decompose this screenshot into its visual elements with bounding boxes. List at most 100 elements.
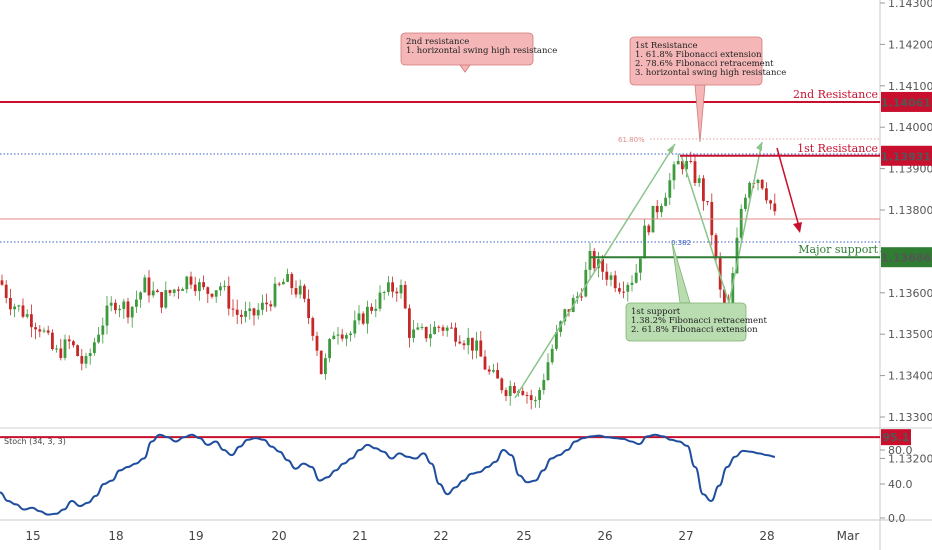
time-axis: 15 18 19 20 21 22 25 26 27 28 Mar (25, 529, 859, 543)
candle-body (500, 378, 504, 391)
candle-body (685, 160, 688, 170)
candle-body (731, 273, 735, 305)
candle-body (706, 201, 709, 203)
candle-body (689, 160, 693, 162)
candle-body (639, 258, 642, 273)
candle-body (269, 304, 273, 307)
level-value-label: 1.13931 (881, 150, 931, 163)
candle-body (660, 205, 663, 213)
candle-body (765, 188, 768, 201)
candle-body (756, 179, 760, 184)
candle-body (395, 291, 399, 294)
candle-body (34, 327, 37, 330)
candle-body (290, 273, 294, 289)
candle-body (340, 334, 344, 339)
candle-body (647, 225, 651, 233)
candle-body (576, 296, 579, 298)
stoch-value-label: 95.1 (882, 431, 909, 444)
projection-arrow (776, 147, 801, 231)
candle-body (483, 356, 487, 370)
candle-body (114, 302, 117, 311)
candle-body (252, 308, 256, 316)
candle-body (185, 276, 189, 290)
candle-body (21, 305, 25, 317)
candle-body (156, 290, 159, 293)
candle-body (122, 301, 126, 309)
time-tick-label: 25 (516, 529, 531, 543)
candle-body (462, 343, 466, 346)
annotation-line: 2nd resistance (406, 37, 469, 47)
candle-body (361, 313, 365, 324)
candle-body (676, 160, 680, 165)
candle-body (147, 277, 151, 296)
candle-body (67, 339, 71, 342)
candle-body (282, 281, 285, 285)
annotation-box (629, 36, 763, 86)
candle-body (357, 313, 361, 321)
candle-body (265, 302, 268, 305)
candle-body (702, 178, 705, 202)
candle-body (193, 284, 197, 292)
annotation-line: 1.38.2% Fibonacci retracement (631, 316, 767, 326)
candle-body (416, 327, 420, 330)
candle-body (214, 290, 218, 297)
candle-body (496, 370, 499, 379)
candle-body (655, 205, 659, 213)
candle-body (30, 314, 33, 328)
candle-body (248, 308, 252, 312)
candle-body (97, 334, 100, 343)
time-tick-label: 21 (352, 529, 367, 543)
candle-body (672, 164, 676, 181)
annotation-line: 1. horizontal swing high resistance (406, 46, 557, 56)
candle-body (399, 284, 403, 294)
candle-body (492, 370, 495, 372)
stochastic-pane: Stoch (34, 3, 3) 80.0 40.0 0.0 95.1 (0, 429, 913, 525)
candle-body (261, 302, 264, 310)
candle-body (693, 161, 697, 183)
price-tick-label: 1.13400 (888, 370, 932, 383)
candle-body (9, 297, 12, 310)
candle-body (0, 280, 4, 285)
candle-body (139, 292, 142, 300)
candle-body (668, 180, 672, 198)
time-tick-label: Mar (837, 529, 860, 543)
stoch-value-tag (881, 429, 911, 446)
candle-body (744, 197, 747, 209)
candle-body (210, 293, 214, 297)
candle-body (105, 305, 109, 326)
candle-body (580, 296, 583, 298)
stoch-tick-label: 40.0 (888, 478, 913, 491)
candle-body (773, 203, 777, 212)
candle-body (294, 288, 298, 295)
price-tick-label: 1.13300 (888, 411, 932, 424)
candle-body (664, 197, 667, 206)
candle-body (93, 342, 96, 354)
candle-body (622, 291, 625, 293)
candle-body (601, 259, 604, 272)
candle-body (189, 276, 193, 285)
level-name: Major support (798, 243, 878, 256)
candle-body (135, 299, 138, 307)
candle-body (164, 290, 168, 308)
candle-body (298, 285, 302, 295)
candles (0, 151, 777, 410)
candle-body (508, 385, 512, 397)
level-value-tag (881, 247, 932, 268)
candle-body (458, 341, 462, 344)
annotation-line: 1. 61.8% Fibonacci extension (635, 50, 762, 60)
fib-618-label: 61.80% (618, 136, 645, 144)
candle-body (328, 339, 331, 359)
candle-body (198, 282, 201, 292)
candle-body (760, 179, 764, 189)
candle-body (168, 290, 172, 293)
candle-body (101, 325, 105, 335)
candle-body (311, 318, 315, 336)
price-tick-label: 1.13200 (888, 452, 932, 465)
candle-body (441, 327, 445, 331)
candle-body (4, 284, 8, 298)
candle-body (277, 283, 281, 285)
projection-arrow-head (793, 222, 802, 233)
candle-body (151, 290, 155, 296)
candle-body (315, 335, 319, 351)
